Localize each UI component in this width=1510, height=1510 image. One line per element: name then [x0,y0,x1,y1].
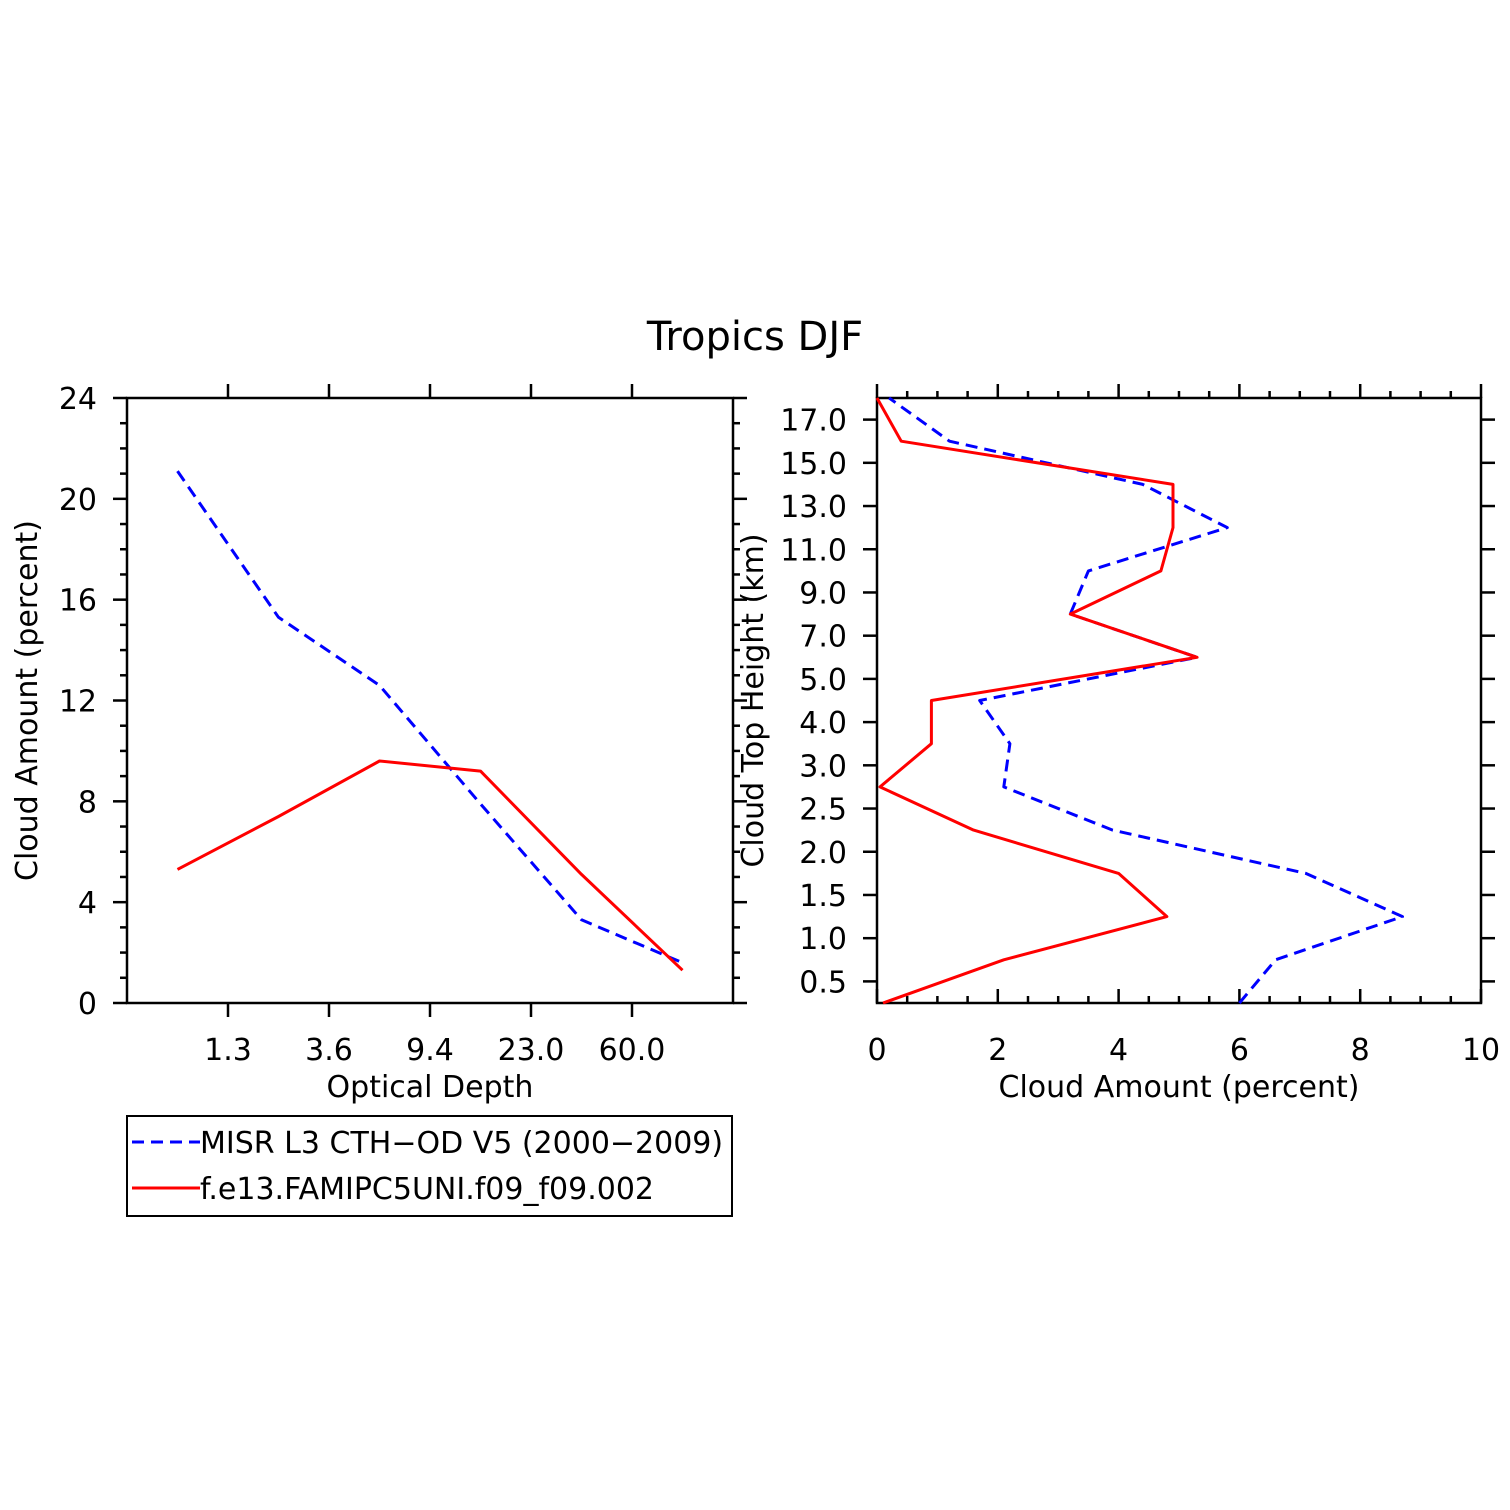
right-y-tick-label: 17.0 [780,404,847,439]
right-y-tick-label: 4.0 [799,706,847,741]
right-y-tick-label: 3.0 [799,749,847,784]
cloud-top-height-panel: 0 2 4 6 8 10 0.5 1.0 1.5 2.0 2.5 3.0 4.0 5.0 7.0 9.0 11.… [736,384,1500,1105]
right-x-axis-label: Cloud Amount (percent) [999,1070,1360,1105]
legend: MISR L3 CTH−OD V5 (2000−2009) f.e13.FAMI… [126,1115,733,1217]
left-x-tick-label: 1.3 [204,1033,252,1068]
model-line-cloud-top-height [875,397,1199,1005]
left-y-tick-label: 8 [78,785,97,820]
left-x-tick-label: 60.0 [599,1033,666,1068]
optical-depth-panel: 1.3 3.6 9.4 23.0 60.0 0 4 8 12 16 20 24 Optical Dept… [10,382,747,1105]
left-y-tick-label: 20 [59,483,97,518]
right-y-tick-label: 0.5 [799,965,847,1000]
right-y-tick-label: 13.0 [780,490,847,525]
right-y-tick-label: 7.0 [799,620,847,655]
right-y-tick-label: 9.0 [799,576,847,611]
left-y-tick-label: 4 [78,886,97,921]
left-y-tick-label: 24 [59,382,97,417]
right-y-tick-label: 1.0 [799,922,847,957]
right-x-tick-label: 4 [1109,1033,1128,1068]
right-plot-frame [875,396,1483,1005]
model-line-optical-depth [176,759,684,972]
legend-misr-label: MISR L3 CTH−OD V5 (2000−2009) [200,1126,723,1161]
legend-box [126,1115,733,1217]
figure-title: Tropics DJF [646,314,863,360]
right-y-tick-label: 11.0 [780,533,847,568]
misr-line-cloud-top-height [888,396,1404,1004]
left-x-tick-label: 3.6 [305,1033,353,1068]
left-y-tick-label: 0 [78,987,97,1022]
left-y-tick-label: 16 [59,584,97,619]
left-y-axis-label: Cloud Amount (percent) [10,520,45,881]
right-y-tick-label: 1.5 [799,879,847,914]
left-x-axis-label: Optical Depth [327,1070,534,1105]
legend-model-label: f.e13.FAMIPC5UNI.f09_f09.002 [200,1172,654,1207]
left-plot-frame [125,396,735,1005]
misr-line-optical-depth [176,470,684,965]
right-y-tick-label: 2.5 [799,793,847,828]
right-y-tick-label: 15.0 [780,447,847,482]
right-y-axis-label: Cloud Top Height (km) [736,533,771,867]
right-x-tick-label: 0 [867,1033,886,1068]
right-x-tick-label: 10 [1462,1033,1500,1068]
right-x-tick-label: 8 [1351,1033,1370,1068]
left-y-tick-label: 12 [59,685,97,720]
right-x-tick-label: 6 [1230,1033,1249,1068]
left-x-tick-label: 23.0 [498,1033,565,1068]
right-x-tick-label: 2 [988,1033,1007,1068]
right-y-tick-label: 2.0 [799,836,847,871]
left-x-tick-label: 9.4 [406,1033,454,1068]
right-y-tick-label: 5.0 [799,663,847,698]
